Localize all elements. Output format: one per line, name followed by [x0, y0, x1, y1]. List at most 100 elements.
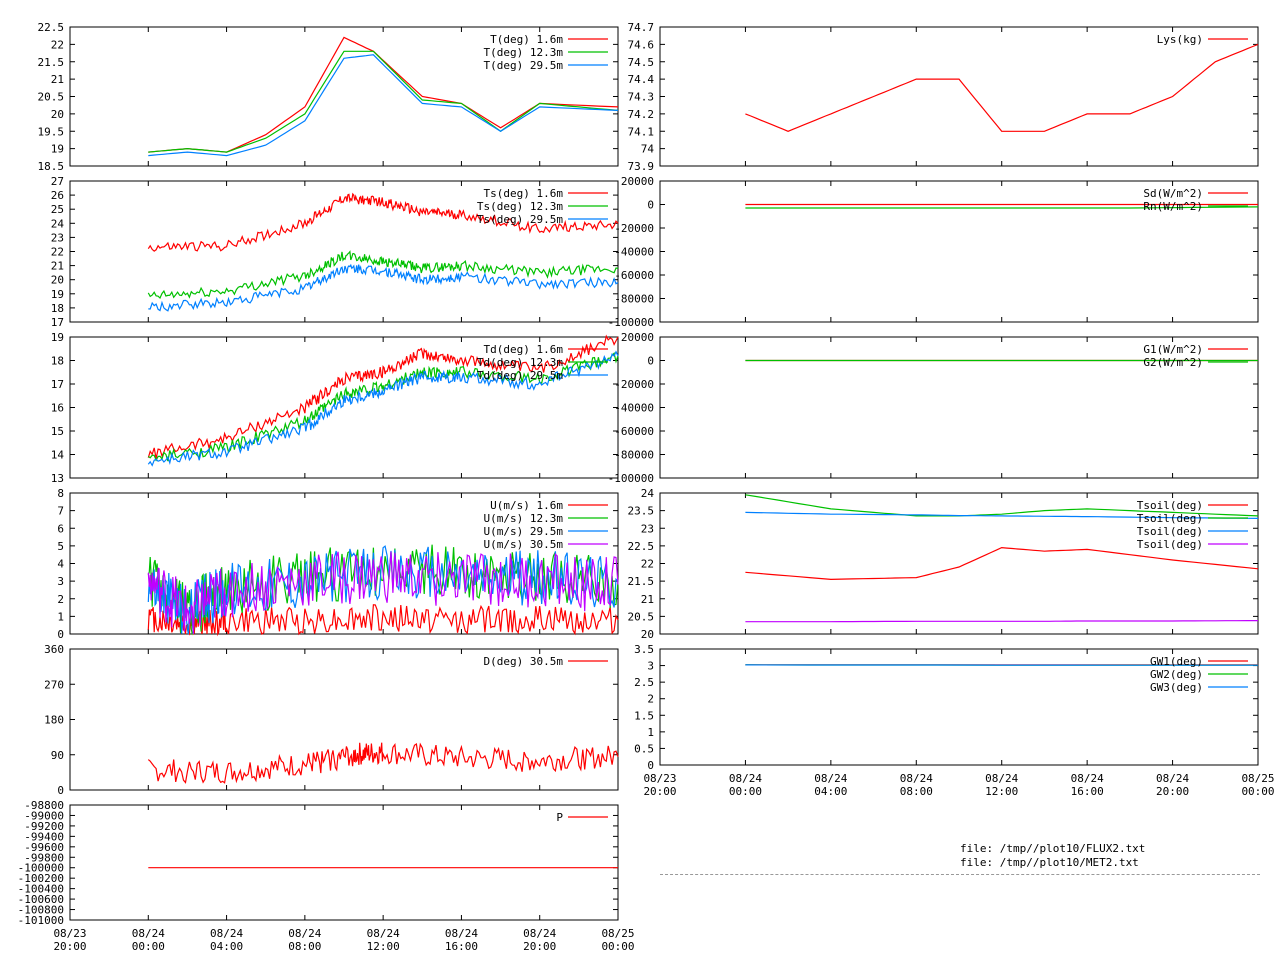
x-tick-label: 08/24 [132, 927, 165, 940]
y-tick-label: 74.4 [628, 73, 655, 86]
chart-panel-U: 8 7 6 5 4 3 2 1 0 U(m/s) 1.6mU(m/s) 12.3mU(m/s) 2… [57, 487, 619, 641]
file-label-met: file: /tmp//plot10/MET2.txt [960, 856, 1139, 869]
y-tick-label: 90 [51, 749, 64, 762]
y-tick-label: 1 [647, 726, 654, 739]
y-tick-label: 74.3 [628, 91, 655, 104]
legend-label: G1(W/m^2) [1143, 343, 1203, 356]
y-tick-label: 22 [641, 558, 654, 571]
x-tick-label: 20:00 [643, 785, 676, 798]
y-tick-label: 7 [57, 505, 64, 518]
y-tick-label: 22.5 [628, 540, 655, 553]
y-tick-label: -60000 [614, 269, 654, 282]
chart-panel-GW: 3.532.521.510.5008/2320:0008/2400:0008/2… [634, 643, 1274, 798]
y-tick-label: 19 [51, 331, 64, 344]
y-tick-label: 13 [51, 472, 64, 485]
y-tick-label: -80000 [614, 449, 654, 462]
x-tick-label: 08/24 [1156, 772, 1189, 785]
x-tick-label: 04:00 [210, 940, 243, 953]
y-tick-label: -99000 [24, 809, 64, 822]
y-tick-label: 21 [51, 260, 64, 273]
x-tick-label: 16:00 [1071, 785, 1104, 798]
y-tick-label: 19 [51, 143, 64, 156]
chart-panel-P: -101000-100800-100600-100400-100200-1000… [18, 799, 635, 953]
x-tick-label: 08/24 [288, 927, 321, 940]
legend-label: Tsoil(deg) [1137, 499, 1203, 512]
x-tick-label: 12:00 [985, 785, 1018, 798]
y-tick-label: 74 [641, 143, 655, 156]
x-tick-label: 20:00 [1156, 785, 1189, 798]
y-tick-label: 24 [51, 217, 65, 230]
x-tick-label: 00:00 [729, 785, 762, 798]
y-tick-label: -100400 [18, 883, 64, 896]
legend-label: GW1(deg) [1150, 655, 1203, 668]
y-tick-label: 24 [641, 487, 655, 500]
y-tick-label: -100200 [18, 872, 64, 885]
legend-label: GW2(deg) [1150, 668, 1203, 681]
footer-divider [660, 874, 1260, 875]
legend-label: Lys(kg) [1157, 33, 1203, 46]
legend-label: Ts(deg) 12.3m [477, 200, 563, 213]
y-tick-label: -100000 [18, 862, 64, 875]
plot-frame [69, 804, 619, 921]
series-line [745, 206, 1259, 209]
series-line [745, 494, 1259, 517]
y-tick-label: 0.5 [634, 742, 654, 755]
plot-frame [659, 26, 1259, 167]
y-tick-label: 0 [57, 628, 64, 641]
y-tick-label: 21 [51, 73, 64, 86]
y-tick-label: 16 [51, 402, 64, 415]
x-tick-label: 00:00 [601, 940, 634, 953]
y-tick-label: 19 [51, 288, 64, 301]
y-tick-label: 21 [641, 593, 654, 606]
chart-panel-G: 20000 0 -20000 -40000 -60000 -80000 -100000 G1(… [608, 331, 1259, 485]
x-tick-label: 08/24 [445, 927, 478, 940]
y-tick-label: 23.5 [628, 505, 655, 518]
legend-label: T(deg) 29.5m [484, 59, 564, 72]
y-tick-label: 17 [51, 316, 64, 329]
y-tick-label: -101000 [18, 914, 64, 927]
y-tick-label: -100800 [18, 904, 64, 917]
legend-label: U(m/s) 29.5m [484, 525, 564, 538]
legend-label: Tsoil(deg) [1137, 512, 1203, 525]
y-tick-label: 21.5 [38, 56, 65, 69]
x-tick-label: 00:00 [132, 940, 165, 953]
y-tick-label: -60000 [614, 425, 654, 438]
legend-label: U(m/s) 12.3m [484, 512, 564, 525]
series-line [147, 742, 619, 784]
x-tick-label: 08/24 [814, 772, 847, 785]
x-tick-label: 12:00 [367, 940, 400, 953]
y-tick-label: 0 [647, 759, 654, 772]
y-tick-label: 22.5 [38, 21, 65, 34]
legend-label: Rn(W/m^2) [1143, 200, 1203, 213]
y-tick-label: 1 [57, 610, 64, 623]
y-tick-label: 18.5 [38, 160, 65, 173]
y-tick-label: -99200 [24, 820, 64, 833]
y-tick-label: 0 [647, 355, 654, 368]
x-tick-label: 04:00 [814, 785, 847, 798]
series-line [148, 263, 619, 312]
series-line [745, 511, 1259, 519]
y-tick-label: 2 [647, 693, 654, 706]
y-tick-label: 73.9 [628, 160, 655, 173]
y-tick-label: 74.7 [628, 21, 655, 34]
y-tick-label: 14 [51, 449, 65, 462]
y-tick-label: -100000 [608, 316, 654, 329]
y-tick-label: 5 [57, 540, 64, 553]
series-line [147, 192, 619, 252]
y-tick-label: 22 [51, 38, 64, 51]
y-tick-label: 18 [51, 355, 64, 368]
chart-panel-Tsoil: 2423.52322.52221.52120.520Tsoil(deg)Tsoi… [628, 487, 1259, 641]
series-line [147, 334, 619, 459]
y-tick-label: 20 [51, 108, 64, 121]
file-label-flux: file: /tmp//plot10/FLUX2.txt [960, 842, 1146, 855]
series-line [147, 551, 619, 635]
x-tick-label: 08:00 [288, 940, 321, 953]
x-tick-label: 08/24 [985, 772, 1018, 785]
y-tick-label: -20000 [614, 222, 654, 235]
y-tick-label: 26 [51, 189, 64, 202]
y-tick-label: 18 [51, 302, 64, 315]
x-tick-label: 08/24 [1071, 772, 1104, 785]
y-tick-label: 20000 [621, 331, 654, 344]
